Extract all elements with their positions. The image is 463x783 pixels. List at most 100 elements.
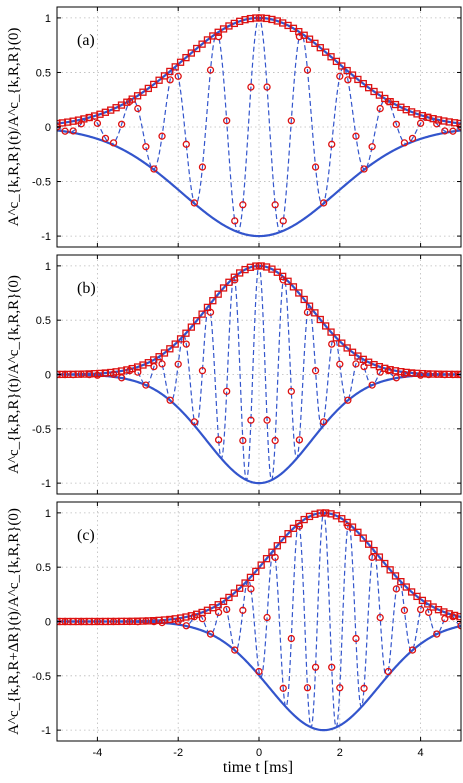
signal-circle-marker [368,553,376,562]
signal-circle-marker [441,615,449,623]
envelope-square-marker [338,515,346,523]
y-tick-label: -0.5 [32,177,51,189]
signal-circle-marker [336,684,344,692]
signal-circle-marker [223,605,231,614]
signal-circle-marker [344,76,352,84]
signal-circle-marker [134,104,142,113]
signal-circle-marker [206,66,215,74]
signal-circle-marker [360,684,368,692]
envelope-square-marker [160,72,169,80]
signal-circle-marker [263,613,271,622]
signal-circle-marker [117,120,126,128]
y-axis-label: A^c_{k,R,R}(t)/A^c_{k,R,R}(0) [6,275,22,474]
envelope-square-marker [289,524,298,532]
envelope-square-marker [203,303,212,312]
envelope-square-marker [300,31,308,39]
envelope-square-marker [300,295,308,304]
envelope-square-marker [386,566,394,574]
envelope-square-marker [150,80,158,89]
signal-circle-marker [408,134,417,143]
envelope-square-marker [284,530,292,538]
envelope-square-marker [273,268,281,276]
x-tick-label: -2 [173,747,183,759]
signal-circle-marker [263,416,271,424]
signal-circle-marker [239,436,247,445]
signal-circle-marker [255,667,263,676]
signal-circle-marker [352,634,360,643]
signal-circle-marker [368,143,376,151]
envelope-square-marker [391,572,400,580]
envelope-square-marker [316,315,324,324]
signal-circle-marker [311,663,320,671]
envelope-square-marker [316,44,324,52]
signal-circle-marker [295,33,304,41]
signal-circle-marker [166,76,174,84]
envelope-square-marker [198,310,206,318]
signal-circle-marker [279,217,287,225]
envelope-square-marker [171,340,179,348]
signal-circle-marker [368,381,376,389]
signal-circle-marker [352,132,360,140]
envelope-square-marker [295,519,303,528]
signal-circle-marker [150,362,158,371]
y-tick-label: -0.5 [32,424,51,436]
envelope-square-marker [268,548,276,556]
y-tick-label: 0.5 [36,315,51,327]
signal-circle-marker [376,104,384,113]
signal-circle-marker [231,217,239,225]
envelope-square-marker [456,613,461,621]
envelope-square-marker [407,588,416,596]
envelope-square-marker [155,353,163,361]
signal-circle-marker [239,606,247,614]
envelope-square-marker [262,555,271,563]
signal-circle-marker [247,585,255,593]
signal-circle-marker [214,436,223,444]
envelope-square-marker [241,579,249,587]
envelope-lower-line [57,129,461,238]
envelope-square-marker [160,349,169,357]
signal-circle-marker [344,522,352,530]
signal-circle-marker [425,608,433,617]
signal-circle-marker [328,663,336,671]
envelope-square-marker [252,567,260,576]
y-tick-label: 0.5 [36,562,51,574]
envelope-square-marker [246,573,255,582]
envelope-square-marker [182,53,190,62]
signal-circle-marker [279,684,287,692]
plot-series [57,262,461,485]
envelope-square-marker [193,317,201,325]
envelope-square-marker [230,589,238,597]
envelope-square-marker [144,84,152,93]
envelope-square-marker [219,284,228,292]
envelope-square-marker [203,36,212,44]
signal-circle-marker [117,374,126,382]
signal-circle-marker [182,140,190,148]
signal-circle-marker [61,127,69,135]
envelope-square-marker [305,302,314,310]
envelope-square-marker [332,57,341,66]
envelope-square-marker [230,273,238,281]
signal-circle-marker [408,646,417,654]
signal-circle-marker [303,66,312,74]
signal-circle-marker [190,199,199,207]
signal-circle-marker [376,613,384,622]
signal-circle-marker [352,360,360,368]
panel-label: (b) [77,280,96,297]
x-tick-label: 4 [418,747,424,759]
signal-circle-marker [392,120,401,128]
signal-circle-marker [174,72,182,80]
envelope-square-marker [295,289,303,297]
signal-circle-marker [263,83,271,91]
y-tick-label: -1 [41,725,51,737]
envelope-square-marker [284,277,292,285]
y-tick-label: 0 [45,122,51,134]
envelope-square-marker [370,546,378,555]
signal-circle-marker [166,396,174,404]
signal-circle-marker [336,360,344,368]
signal-circle-marker [182,622,190,630]
envelope-square-marker [413,592,421,601]
envelope-square-marker [311,309,319,317]
envelope-square-marker [155,76,163,84]
signal-circle-marker [360,362,368,371]
